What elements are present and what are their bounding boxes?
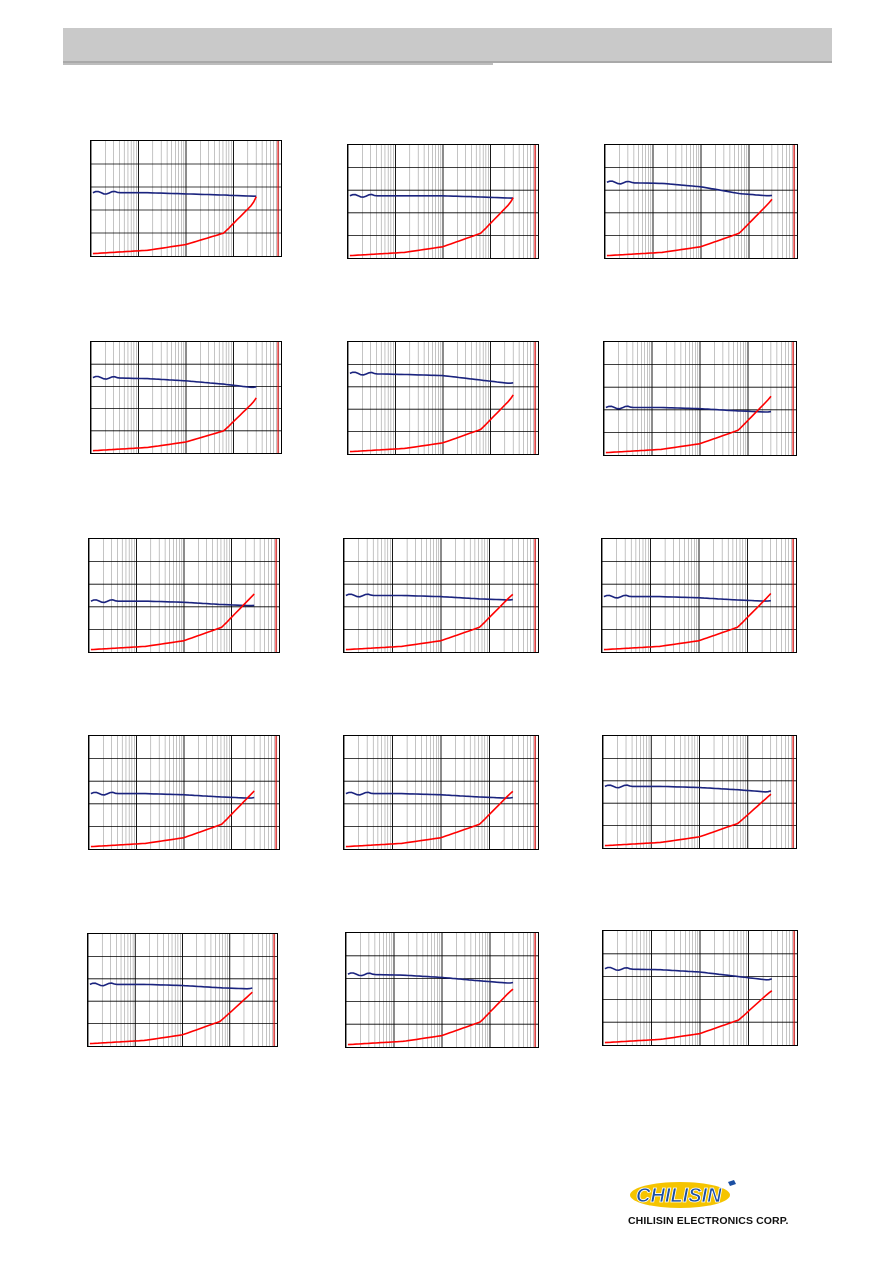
series-line-q [606,198,773,257]
series-line-q [604,990,773,1044]
chart-svg [344,736,538,849]
chart-12 [602,735,797,849]
logo-emblem: CHILISIN [630,1180,736,1208]
series-line-inductance [604,966,773,981]
series-line-q [345,593,514,651]
chart-4 [90,341,282,454]
chart-svg [603,931,797,1045]
chart-svg [344,539,538,652]
company-logo: CHILISIN [630,1178,742,1212]
series-line-inductance [349,193,514,199]
series-line-inductance [347,972,514,984]
series-line-q [349,197,514,257]
chart-svg [605,145,797,258]
chart-6 [603,341,797,456]
chart-8 [343,538,539,653]
chart-7 [88,538,280,653]
logo-accent [728,1180,736,1186]
series-line-inductance [605,405,772,413]
series-line-q [605,395,772,454]
header-bar [63,28,832,61]
chart-svg [602,539,796,652]
series-line-inductance [349,371,514,385]
series-line-q [89,991,253,1045]
series-line-q [90,593,255,651]
series-line-inductance [606,180,773,197]
series-line-inductance [89,982,253,990]
series-line-q [92,196,258,255]
chart-9 [601,538,797,653]
series-line-inductance [90,791,255,799]
chart-svg [89,736,279,849]
series-line-q [603,592,772,651]
series-line-q [92,397,257,452]
series-line-inductance [603,594,771,602]
chart-svg [89,539,279,652]
chart-2 [347,144,539,259]
series-line-q [345,790,514,848]
series-line-inductance [345,593,513,601]
chart-svg [346,933,538,1047]
series-line-q [90,790,255,848]
series-line-q [347,988,514,1046]
header-divider [63,63,493,65]
chart-11 [343,735,539,850]
series-line-q [604,793,772,847]
chart-svg [91,342,281,453]
chart-svg [604,342,796,455]
series-line-inductance [90,598,255,607]
chart-svg [603,736,796,848]
chart-svg [91,141,281,256]
series-line-inductance [345,791,513,799]
chart-3 [604,144,798,259]
chart-1 [90,140,282,257]
chart-10 [88,735,280,850]
chart-svg [348,342,538,454]
company-name: CHILISIN ELECTRONICS CORP. [628,1215,789,1227]
chart-svg [348,145,538,258]
series-line-inductance [604,784,772,793]
series-line-q [349,394,514,453]
series-line-inductance [92,190,257,198]
logo-text: CHILISIN [636,1185,722,1207]
chart-15 [602,930,798,1046]
chart-5 [347,341,539,455]
chart-13 [87,933,278,1047]
logo-ellipse [630,1182,730,1208]
series-line-inductance [92,375,257,389]
chart-svg [88,934,277,1046]
chart-14 [345,932,539,1048]
